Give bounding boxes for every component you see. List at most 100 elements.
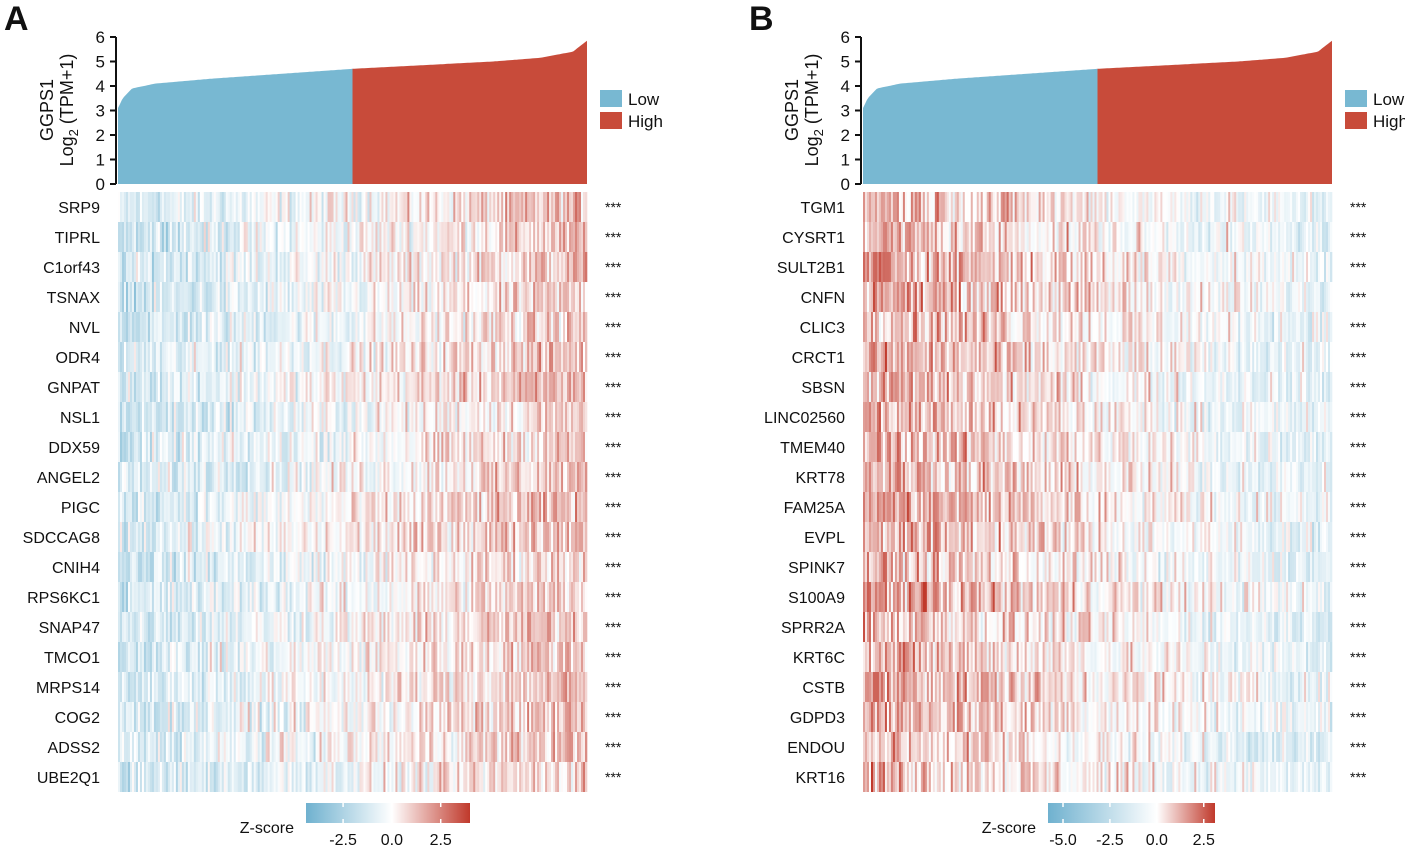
heatmap-cell <box>316 312 318 342</box>
heatmap-cell <box>545 282 547 312</box>
heatmap-cell <box>284 252 286 282</box>
heatmap-cell <box>222 762 224 792</box>
heatmap-cell <box>971 192 973 222</box>
heatmap-cell <box>427 492 429 522</box>
heatmap-cell <box>371 372 373 402</box>
heatmap-cell <box>399 492 401 522</box>
heatmap-cell <box>401 552 403 582</box>
heatmap-cell <box>138 222 140 252</box>
heatmap-cell <box>357 312 359 342</box>
heatmap-cell <box>375 582 377 612</box>
heatmap-cell <box>569 192 571 222</box>
heatmap-cell <box>917 192 919 222</box>
heatmap-cell <box>383 732 385 762</box>
heatmap-cell <box>138 312 140 342</box>
heatmap-cell <box>529 762 531 792</box>
heatmap-cell <box>537 222 539 252</box>
heatmap-cell <box>238 342 240 372</box>
heatmap-cell <box>198 342 200 372</box>
heatmap-cell <box>377 552 379 582</box>
heatmap-cell <box>118 732 120 762</box>
heatmap-cell <box>567 402 569 432</box>
heatmap-cell <box>533 222 535 252</box>
heatmap-cell <box>124 372 126 402</box>
heatmap-cell <box>224 192 226 222</box>
heatmap-cell <box>300 432 302 462</box>
heatmap-cell <box>324 492 326 522</box>
heatmap-cell <box>547 312 549 342</box>
heatmap-cell <box>296 342 298 372</box>
heatmap-cell <box>1146 192 1148 222</box>
heatmap-cell <box>246 222 248 252</box>
heatmap-cell <box>126 492 128 522</box>
heatmap-cell <box>519 672 521 702</box>
heatmap-cell <box>144 402 146 432</box>
heatmap-cell <box>132 702 134 732</box>
heatmap-cell <box>272 672 274 702</box>
heatmap-cell <box>423 402 425 432</box>
heatmap-cell <box>573 222 575 252</box>
heatmap-cell <box>176 372 178 402</box>
colorbar <box>306 803 470 823</box>
heatmap-cell <box>248 702 250 732</box>
heatmap-cell <box>160 672 162 702</box>
heatmap-cell <box>124 222 126 252</box>
heatmap-cell <box>547 612 549 642</box>
heatmap-cell <box>134 612 136 642</box>
heatmap-cell <box>487 222 489 252</box>
heatmap-cell <box>236 282 238 312</box>
heatmap-cell <box>244 702 246 732</box>
heatmap-cell <box>178 402 180 432</box>
heatmap-cell <box>342 582 344 612</box>
heatmap-cell <box>363 192 365 222</box>
heatmap-cell <box>322 192 324 222</box>
heatmap-cell <box>244 642 246 672</box>
heatmap-cell <box>453 402 455 432</box>
heatmap-cell <box>483 612 485 642</box>
heatmap-cell <box>164 282 166 312</box>
heatmap-cell <box>136 462 138 492</box>
heatmap-cell <box>226 372 228 402</box>
heatmap-cell <box>198 642 200 672</box>
heatmap-cell <box>369 462 371 492</box>
heatmap-cell <box>264 372 266 402</box>
heatmap-cell <box>403 672 405 702</box>
heatmap-cell <box>276 282 278 312</box>
heatmap-cell <box>385 432 387 462</box>
heatmap-cell <box>565 282 567 312</box>
heatmap-cell <box>581 672 583 702</box>
heatmap-cell <box>413 492 415 522</box>
heatmap-cell <box>224 342 226 372</box>
heatmap-cell <box>248 582 250 612</box>
heatmap-cell <box>497 522 499 552</box>
heatmap-cell <box>389 552 391 582</box>
heatmap-cell <box>389 252 391 282</box>
heatmap-cell <box>204 522 206 552</box>
heatmap-cell <box>318 492 320 522</box>
heatmap-cell <box>375 672 377 702</box>
heatmap-cell <box>154 462 156 492</box>
heatmap-cell <box>559 672 561 702</box>
heatmap-cell <box>433 192 435 222</box>
heatmap-cell <box>290 492 292 522</box>
heatmap-cell <box>160 432 162 462</box>
heatmap-cell <box>240 222 242 252</box>
heatmap-cell <box>308 582 310 612</box>
heatmap-cell <box>140 522 142 552</box>
heatmap-cell <box>242 702 244 732</box>
heatmap-cell <box>194 432 196 462</box>
heatmap-cell <box>547 402 549 432</box>
heatmap-cell <box>296 582 298 612</box>
heatmap-cell <box>260 432 262 462</box>
heatmap-cell <box>521 612 523 642</box>
heatmap-cell <box>232 372 234 402</box>
heatmap-cell <box>340 372 342 402</box>
heatmap-cell <box>549 222 551 252</box>
heatmap-cell <box>403 282 405 312</box>
heatmap-cell <box>218 312 220 342</box>
heatmap-cell <box>497 612 499 642</box>
heatmap-cell <box>871 192 873 222</box>
heatmap-cell <box>561 552 563 582</box>
heatmap-cell <box>411 702 413 732</box>
heatmap-cell <box>419 402 421 432</box>
